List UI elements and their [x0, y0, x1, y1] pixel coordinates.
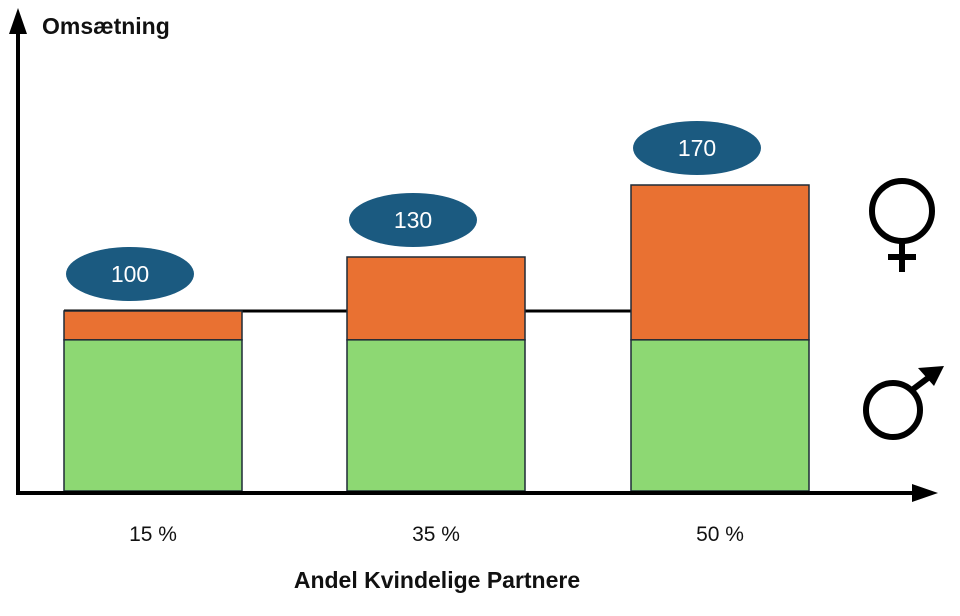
- y-axis-title: Omsætning: [42, 13, 170, 39]
- bar-segment-male: [346, 339, 526, 492]
- total-value-bubble: [66, 247, 194, 301]
- total-value-label: 100: [111, 261, 149, 287]
- bar-segment-male: [630, 339, 810, 492]
- x-axis-arrow: [912, 484, 938, 502]
- x-tick-label: 15 %: [129, 523, 177, 546]
- total-value-label: 130: [394, 207, 432, 233]
- bar-segment-male: [63, 339, 243, 492]
- male-symbol-icon: [863, 366, 944, 440]
- x-tick-label: 50 %: [696, 523, 744, 546]
- total-value-bubble: [349, 193, 477, 247]
- x-axis-title: Andel Kvindelige Partnere: [294, 567, 580, 593]
- total-value-bubble: [633, 121, 761, 175]
- bar-segment-female: [63, 310, 243, 341]
- bar-segment-female: [630, 184, 810, 341]
- y-axis-arrow: [9, 8, 27, 34]
- x-tick-label: 35 %: [412, 523, 460, 546]
- total-value-label: 170: [678, 135, 716, 161]
- female-symbol-icon: [869, 178, 935, 272]
- bar-segment-female: [346, 256, 526, 341]
